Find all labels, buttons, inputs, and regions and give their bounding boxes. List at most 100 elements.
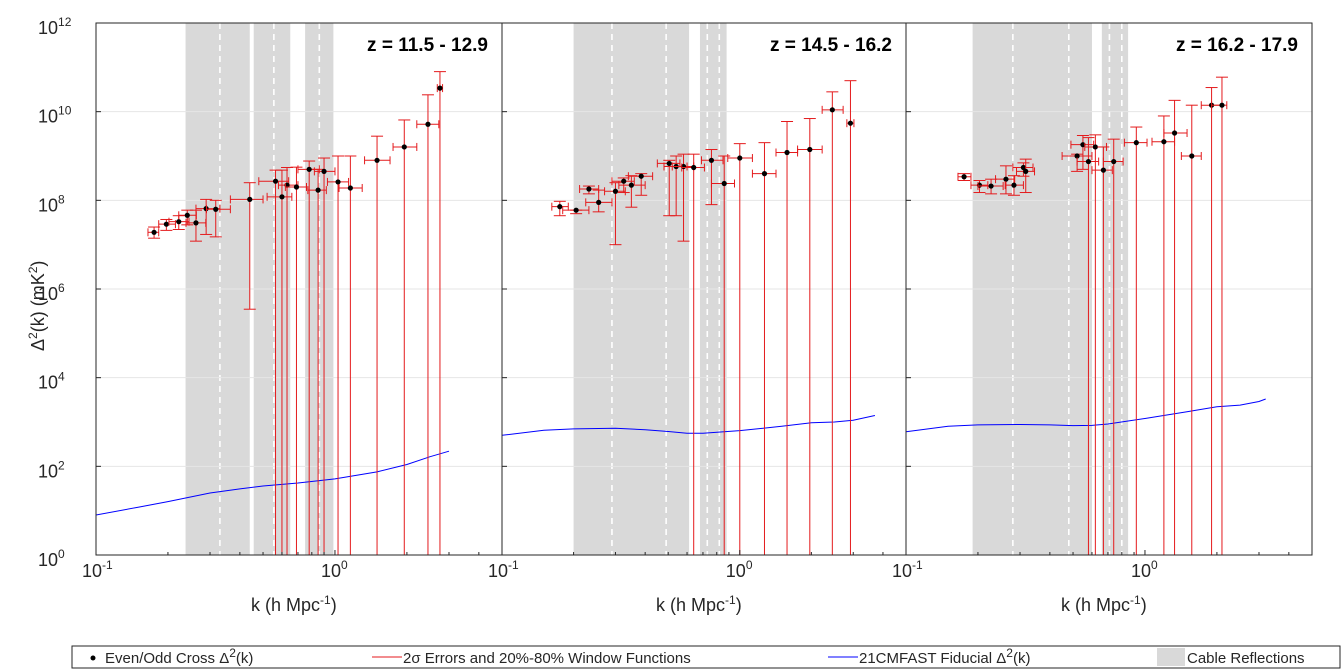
data-point (847, 120, 854, 126)
x-axis-title-tail: ) (1141, 595, 1147, 615)
data-point-group (1004, 175, 1024, 196)
panel-title: z = 16.2 - 17.9 (1176, 35, 1298, 56)
x-tick-label: 10-1 (82, 558, 113, 581)
data-point (151, 229, 157, 235)
data-point (1111, 158, 1117, 165)
data-point-group (797, 118, 823, 555)
plot-content (502, 23, 906, 555)
data-point (961, 174, 967, 180)
data-point (347, 185, 353, 191)
data-point (1171, 130, 1178, 136)
y-tick-label: 1012 (38, 15, 72, 38)
data-point (737, 155, 743, 161)
y-tick-base: 10 (38, 107, 58, 127)
y-tick-base: 10 (38, 373, 58, 393)
x-tick-exp: -1 (508, 558, 519, 572)
data-point-group (229, 182, 264, 310)
x-tick-exp: -1 (102, 558, 113, 572)
data-point (573, 207, 579, 213)
data-point-group (1123, 126, 1148, 555)
y-tick-label: 104 (38, 370, 65, 393)
y-tick-exp: 0 (58, 547, 65, 561)
data-point (1074, 153, 1080, 159)
x-axis-title-exp: -1 (320, 593, 331, 607)
y-tick-base: 10 (38, 550, 58, 570)
x-axis-title-main: k (h Mpc (656, 595, 725, 615)
y-tick-label: 100 (38, 547, 65, 570)
data-point-group (297, 160, 320, 555)
x-tick-base: 10 (321, 561, 341, 581)
data-point (829, 107, 835, 113)
data-point (272, 178, 279, 184)
data-point (612, 188, 619, 194)
data-point (1161, 139, 1167, 145)
data-point (1020, 164, 1027, 171)
data-point-group (1076, 137, 1100, 555)
data-point (1011, 182, 1017, 188)
data-point (666, 160, 672, 167)
x-axis-title-exp: -1 (725, 593, 736, 607)
y-axis-title-exp: 2 (26, 332, 40, 339)
x-tick-base: 10 (1131, 561, 1151, 581)
data-point (988, 183, 994, 189)
data-point (638, 173, 644, 179)
y-axis-title-tail: (k) (mK (28, 273, 48, 332)
plot-content (906, 23, 1312, 555)
y-axis-ticks (502, 22, 507, 556)
x-tick-base: 10 (892, 561, 912, 581)
data-point-group (266, 169, 293, 555)
data-point (293, 184, 300, 190)
data-point (163, 221, 169, 227)
data-point-group (957, 172, 972, 182)
data-point-group (1070, 135, 1095, 170)
data-point-group (313, 157, 336, 555)
legend-cable-swatch (1157, 648, 1185, 666)
data-point (247, 196, 253, 202)
data-point-group (562, 206, 590, 215)
data-point (315, 187, 321, 193)
x-axis-ticks: 10-1 100 (892, 550, 1313, 581)
y-tick-exp: 6 (58, 281, 65, 295)
data-point (628, 182, 634, 188)
data-point (1003, 176, 1009, 182)
data-point (1219, 102, 1225, 108)
data-point-group (585, 189, 613, 213)
data-point-group (1102, 138, 1124, 555)
data-point-group (258, 169, 290, 555)
model-curve (96, 450, 450, 516)
data-point-group (821, 91, 844, 555)
data-point-group (326, 155, 350, 555)
data-point (437, 85, 443, 91)
data-point (335, 179, 341, 185)
data-point (807, 146, 813, 153)
panel-title: z = 14.5 - 16.2 (770, 35, 892, 56)
x-tick-label: 100 (321, 558, 348, 581)
legend-label-cable: Cable Reflections (1187, 650, 1305, 667)
x-axis-title-tail: ) (736, 595, 742, 615)
legend-item-model: 21CMFAST Fiducial Δ2(k) (828, 646, 1030, 667)
data-point (193, 220, 199, 226)
data-point (596, 199, 602, 205)
y-tick-label: 1010 (38, 104, 72, 127)
y-axis-title-main: Δ (28, 339, 48, 351)
y-tick-base: 10 (38, 461, 58, 481)
data-point-group (1015, 158, 1036, 194)
y-tick-base: 10 (38, 18, 58, 38)
model-curve (502, 415, 876, 436)
legend-box (71, 645, 1341, 669)
x-axis-title-tail: ) (331, 595, 337, 615)
data-point-group (147, 226, 161, 239)
data-point-group (700, 149, 724, 206)
data-point-group (1180, 104, 1202, 555)
data-point (279, 194, 285, 200)
data-point (374, 157, 380, 163)
data-point (1023, 168, 1029, 174)
panel-title: z = 11.5 - 12.9 (367, 35, 488, 56)
y-tick-label: 106 (38, 281, 65, 304)
data-point-group (338, 155, 363, 555)
data-point (557, 204, 563, 210)
legend-item-points: Even/Odd Cross Δ2(k) (90, 646, 253, 667)
